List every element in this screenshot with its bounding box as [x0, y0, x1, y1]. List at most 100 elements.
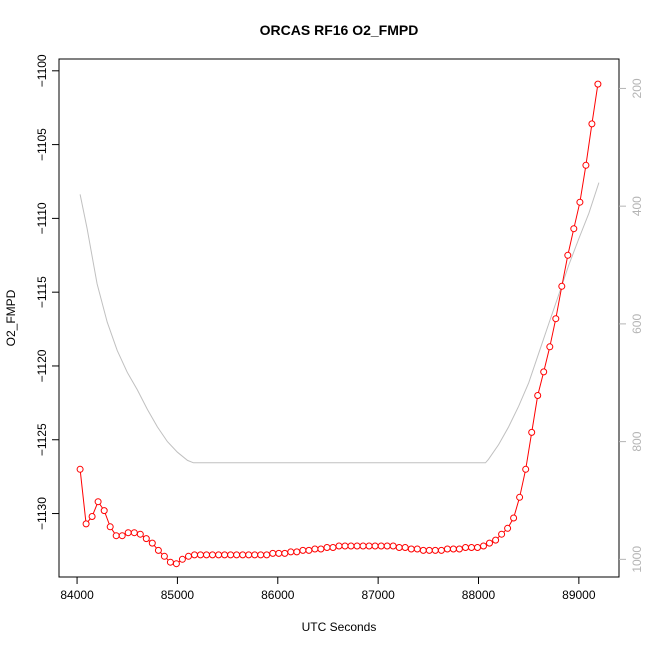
y-tick-label: −1130 [35, 497, 49, 530]
x-tick-label: 86000 [261, 588, 295, 602]
data-point [130, 529, 138, 537]
y-tick-label: −1100 [35, 54, 49, 87]
data-point [510, 514, 518, 522]
data-point [106, 523, 114, 531]
data-point [540, 368, 548, 376]
y2-tick-label: 1000 [630, 546, 644, 573]
data-point [347, 542, 355, 550]
data-point [263, 551, 271, 559]
data-point [546, 343, 554, 351]
x-tick-label: 87000 [361, 588, 395, 602]
data-point [154, 546, 162, 554]
data-point [443, 545, 451, 553]
data-point [136, 530, 144, 538]
data-point [528, 428, 536, 436]
data-point [377, 542, 385, 550]
data-point [148, 539, 156, 547]
series-layer [76, 80, 602, 568]
data-point [576, 198, 584, 206]
data-point [552, 315, 560, 323]
data-point [335, 542, 343, 550]
data-point [480, 542, 487, 550]
series-line-red [79, 84, 599, 565]
data-point [100, 507, 108, 515]
data-point [504, 524, 512, 532]
x-axis-label: UTC Seconds [302, 620, 377, 634]
data-point [516, 493, 524, 501]
data-point [287, 548, 295, 556]
data-point [588, 120, 596, 128]
x-tick-label: 85000 [161, 588, 195, 602]
y-tick-label: −1105 [35, 128, 49, 161]
data-point [492, 536, 500, 544]
data-point [353, 542, 361, 550]
data-point [570, 225, 578, 233]
data-point [245, 551, 253, 559]
data-point [341, 542, 349, 550]
data-point [94, 498, 102, 506]
chart-title: ORCAS RF16 O2_FMPD [260, 22, 419, 38]
data-point [160, 552, 168, 560]
data-point [594, 80, 602, 88]
data-point [437, 546, 445, 554]
data-point [413, 545, 421, 553]
data-point [449, 545, 457, 553]
data-point [112, 532, 120, 540]
series-line-grey [79, 182, 600, 464]
y2-tick-label: 400 [630, 196, 644, 216]
data-point [431, 546, 439, 554]
data-point [389, 542, 397, 550]
data-point [251, 551, 259, 559]
data-point [395, 544, 403, 551]
data-point [215, 551, 223, 559]
x-tick-label: 89000 [562, 588, 596, 602]
data-point [401, 544, 409, 551]
y-tick-label: −1120 [35, 349, 49, 382]
data-point [227, 551, 235, 559]
data-point [498, 530, 506, 538]
data-point [425, 546, 433, 554]
data-point [359, 542, 367, 550]
data-point [82, 520, 90, 528]
data-point [293, 548, 301, 556]
data-point [474, 544, 481, 551]
y2-tick-label: 200 [630, 78, 644, 98]
data-point [323, 544, 331, 551]
data-point [76, 465, 84, 473]
data-point [383, 542, 391, 550]
data-point [564, 251, 572, 259]
y2-tick-label: 600 [630, 314, 644, 334]
data-point [462, 544, 469, 551]
data-point [365, 542, 373, 550]
data-point [197, 551, 204, 559]
data-point [468, 544, 475, 551]
data-point [582, 161, 590, 169]
data-point [185, 552, 192, 560]
data-point [317, 545, 325, 553]
data-point [172, 560, 180, 568]
axes-layer: 84000 85000 86000 87000 88000 89000 −1130 −1125… [35, 54, 644, 602]
plot-frame [58, 58, 620, 578]
data-point [142, 535, 150, 543]
data-point [221, 551, 229, 559]
y2-tick-label: 800 [630, 431, 644, 451]
x-tick-label: 84000 [60, 588, 94, 602]
data-point [558, 282, 566, 290]
y-tick-label: −1110 [35, 202, 49, 234]
data-point [233, 551, 241, 559]
data-point [486, 539, 493, 547]
data-point [299, 546, 307, 554]
x-tick-label: 88000 [462, 588, 496, 602]
y-axis-label: O2_FMPD [4, 289, 18, 346]
data-point [522, 465, 530, 473]
data-point [534, 392, 542, 399]
y-tick-label: −1125 [35, 423, 49, 456]
data-point [419, 546, 427, 554]
data-point [257, 551, 265, 559]
data-point [455, 545, 463, 553]
data-point [178, 555, 186, 563]
data-point [305, 546, 313, 554]
data-point [191, 551, 198, 559]
data-point [203, 551, 210, 559]
